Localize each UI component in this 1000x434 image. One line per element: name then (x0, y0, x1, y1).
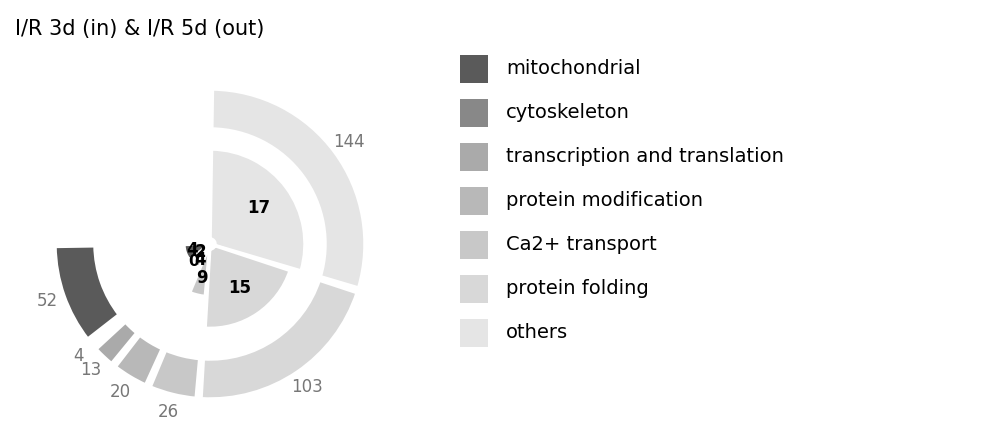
Text: Ca2+ transport: Ca2+ transport (506, 236, 657, 254)
Text: mitochondrial: mitochondrial (506, 59, 641, 79)
Wedge shape (190, 249, 210, 296)
Text: protein modification: protein modification (506, 191, 703, 210)
Text: others: others (506, 323, 568, 342)
FancyBboxPatch shape (460, 55, 488, 83)
Text: 52: 52 (36, 293, 57, 310)
Wedge shape (115, 335, 162, 385)
Text: 9: 9 (196, 269, 207, 286)
Wedge shape (184, 244, 206, 260)
Text: protein folding: protein folding (506, 279, 649, 299)
Text: 13: 13 (81, 361, 102, 379)
Wedge shape (194, 248, 208, 268)
FancyBboxPatch shape (460, 275, 488, 303)
Wedge shape (210, 149, 305, 271)
Text: transcription and translation: transcription and translation (506, 148, 784, 167)
Text: 4: 4 (73, 347, 83, 365)
Text: 4: 4 (187, 241, 198, 259)
Text: 2: 2 (195, 243, 206, 261)
Text: 144: 144 (334, 132, 365, 151)
Text: cytoskeleton: cytoskeleton (506, 103, 630, 122)
Wedge shape (55, 246, 119, 339)
Text: 15: 15 (229, 279, 252, 297)
Wedge shape (201, 280, 357, 399)
FancyBboxPatch shape (460, 187, 488, 215)
Text: I/R 3d (in) & I/R 5d (out): I/R 3d (in) & I/R 5d (out) (15, 19, 264, 39)
Text: 103: 103 (291, 378, 323, 396)
Text: 17: 17 (247, 200, 270, 217)
FancyBboxPatch shape (460, 143, 488, 171)
Wedge shape (205, 246, 290, 329)
Text: 26: 26 (158, 403, 179, 421)
Text: 4: 4 (195, 251, 206, 269)
Wedge shape (96, 322, 137, 364)
FancyBboxPatch shape (460, 99, 488, 127)
Wedge shape (150, 350, 200, 398)
Wedge shape (212, 89, 365, 288)
FancyBboxPatch shape (460, 231, 488, 259)
Wedge shape (91, 317, 123, 345)
Wedge shape (198, 247, 206, 254)
Text: 0: 0 (188, 254, 199, 269)
Text: 20: 20 (110, 383, 131, 401)
FancyBboxPatch shape (460, 319, 488, 347)
